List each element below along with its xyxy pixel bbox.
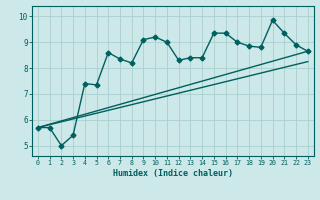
X-axis label: Humidex (Indice chaleur): Humidex (Indice chaleur) — [113, 169, 233, 178]
